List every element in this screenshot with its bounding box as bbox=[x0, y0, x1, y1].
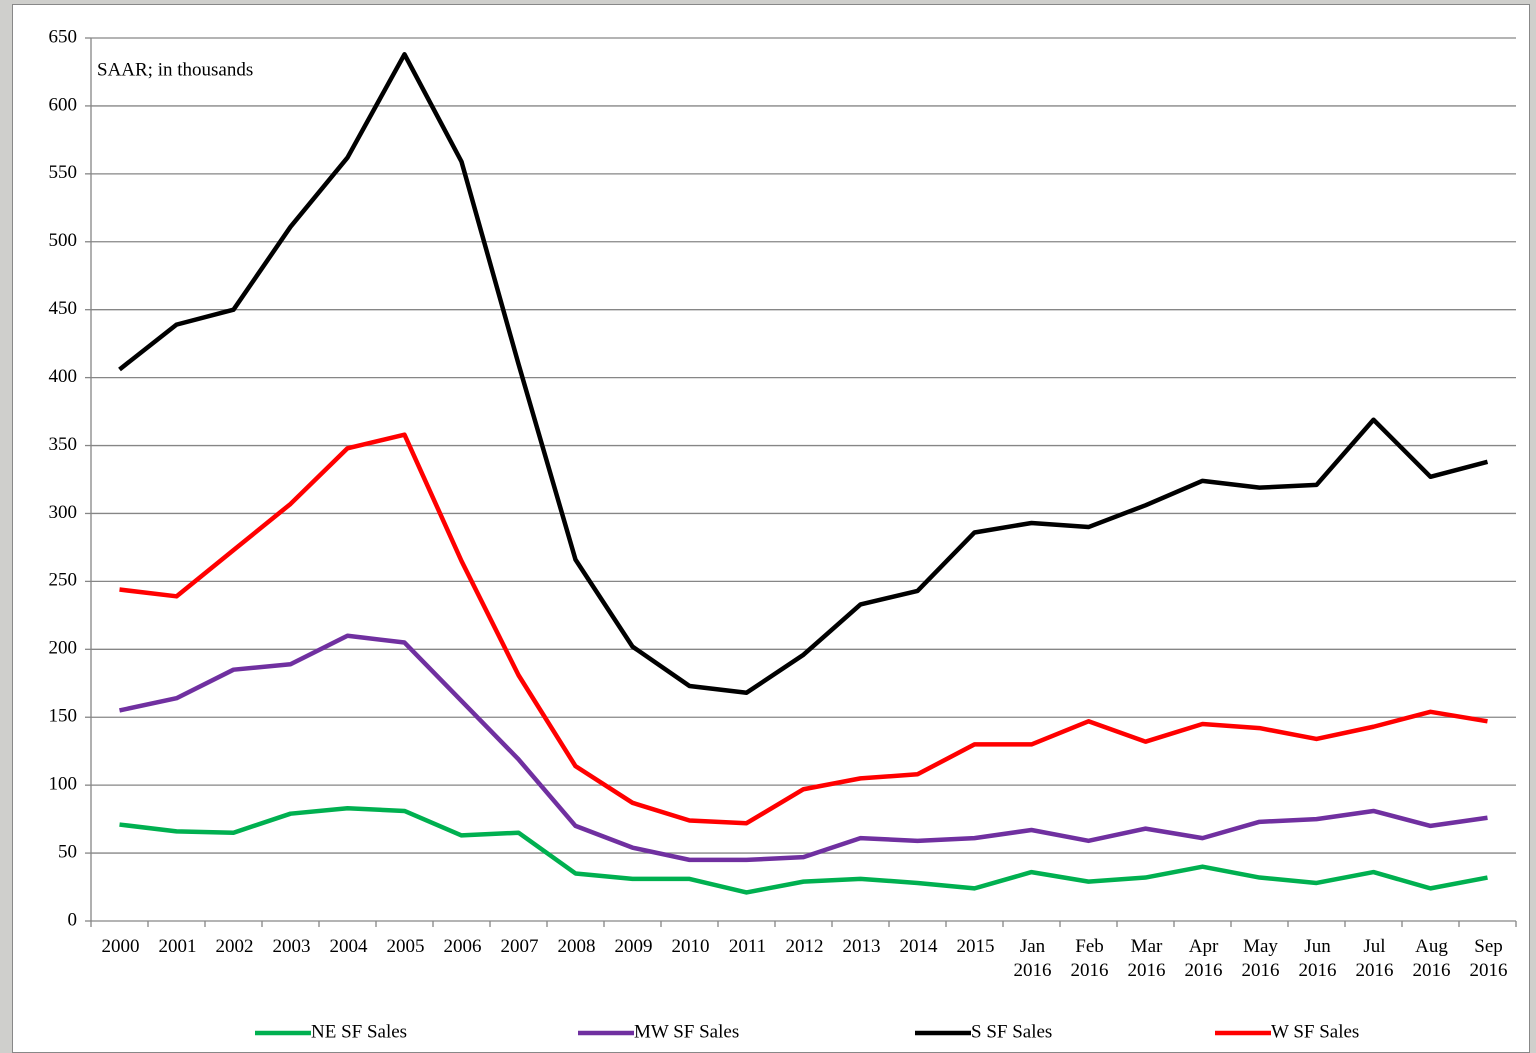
y-tick-label: 650 bbox=[49, 26, 78, 47]
y-tick-label: 400 bbox=[49, 366, 78, 387]
x-tick-label: Jan 2016 bbox=[1013, 936, 1052, 981]
y-tick-label: 600 bbox=[49, 94, 78, 115]
legend-label: MW SF Sales bbox=[634, 1021, 739, 1042]
x-tick-label: 2005 bbox=[386, 936, 425, 957]
y-tick-label: 500 bbox=[49, 230, 78, 251]
y-tick-label: 550 bbox=[49, 162, 78, 183]
annotation: SAAR; in thousands bbox=[97, 59, 253, 80]
x-tick-label: 2010 bbox=[671, 936, 710, 957]
x-tick-label: Feb 2016 bbox=[1070, 936, 1109, 981]
series-line bbox=[119, 805, 1488, 895]
x-tick-label: 2011 bbox=[728, 936, 767, 957]
x-tick-label: 2013 bbox=[842, 936, 881, 957]
y-tick-label: 350 bbox=[49, 434, 78, 455]
x-tick-label: Apr 2016 bbox=[1184, 936, 1223, 981]
x-tick-label: 2012 bbox=[785, 936, 824, 957]
y-tick-label: 50 bbox=[58, 841, 77, 862]
series-line bbox=[119, 633, 1488, 863]
x-tick-label: 2001 bbox=[158, 936, 197, 957]
x-tick-label: May 2016 bbox=[1241, 936, 1280, 981]
x-tick-label: 2009 bbox=[614, 936, 653, 957]
series-line bbox=[118, 52, 1489, 696]
y-tick-label: 300 bbox=[49, 502, 78, 523]
x-tick-label: Jul 2016 bbox=[1355, 936, 1394, 981]
x-tick-label: Mar 2016 bbox=[1127, 936, 1166, 981]
legend-label: NE SF Sales bbox=[311, 1021, 407, 1042]
y-tick-label: 250 bbox=[49, 570, 78, 591]
x-tick-label: 2015 bbox=[956, 936, 995, 957]
x-tick-label: 2014 bbox=[899, 936, 938, 957]
x-tick-label: 2008 bbox=[557, 936, 596, 957]
x-tick-label: Jun 2016 bbox=[1298, 936, 1337, 981]
x-tick-label: Sep 2016 bbox=[1469, 936, 1508, 981]
y-tick-label: 0 bbox=[68, 909, 78, 930]
x-tick-label: 2006 bbox=[443, 936, 482, 957]
legend-label: W SF Sales bbox=[1271, 1021, 1359, 1042]
y-tick-label: 450 bbox=[49, 298, 78, 319]
y-tick-label: 100 bbox=[49, 774, 78, 795]
x-tick-label: 2003 bbox=[272, 936, 311, 957]
y-tick-label: 200 bbox=[49, 638, 78, 659]
y-tick-label: 150 bbox=[49, 706, 78, 727]
x-tick-label: Aug 2016 bbox=[1412, 936, 1451, 981]
x-tick-label: 2000 bbox=[101, 936, 140, 957]
series-line bbox=[119, 432, 1488, 826]
x-tick-label: 2004 bbox=[329, 936, 368, 957]
x-tick-label: 2002 bbox=[215, 936, 254, 957]
legend-label: S SF Sales bbox=[971, 1021, 1052, 1042]
x-tick-label: 2007 bbox=[500, 936, 539, 957]
